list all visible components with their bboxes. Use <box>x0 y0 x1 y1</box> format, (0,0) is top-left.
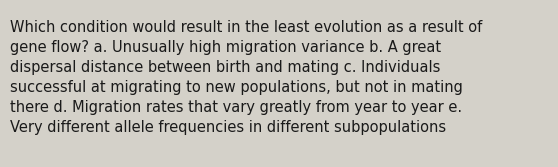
Text: Which condition would result in the least evolution as a result of
gene flow? a.: Which condition would result in the leas… <box>10 20 482 135</box>
